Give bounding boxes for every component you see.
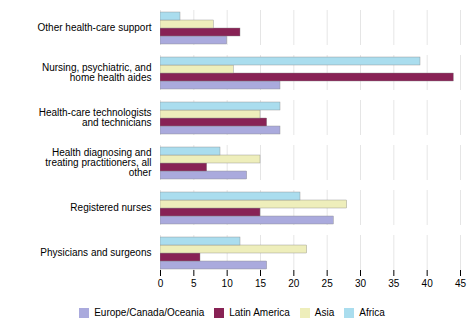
- svg-text:35: 35: [388, 278, 400, 289]
- svg-text:25: 25: [322, 278, 334, 289]
- svg-text:15: 15: [255, 278, 267, 289]
- svg-text:Other health-care support: Other health-care support: [38, 22, 152, 33]
- svg-text:10: 10: [222, 278, 234, 289]
- svg-text:Health-care technologistsand t: Health-care technologistsand technicians: [39, 107, 152, 128]
- svg-text:30: 30: [355, 278, 367, 289]
- html-text:Asia: Asia: [314, 307, 335, 318]
- svg-text:20: 20: [288, 278, 300, 289]
- svg-text:45: 45: [455, 278, 467, 289]
- html-text:Latin America: Latin America: [229, 307, 290, 318]
- html-text:Europe/Canada/Oceania: Europe/Canada/Oceania: [94, 307, 205, 318]
- svg-text:5: 5: [191, 278, 197, 289]
- svg-text:0: 0: [158, 278, 164, 289]
- html-text:Africa: Africa: [359, 307, 385, 318]
- svg-text:Nursing, psychiatric, andhome: Nursing, psychiatric, andhome health aid…: [42, 62, 152, 83]
- svg-text:Physicians and surgeons: Physicians and surgeons: [40, 247, 151, 258]
- svg-text:Registered nurses: Registered nurses: [70, 202, 151, 213]
- svg-text:40: 40: [422, 278, 434, 289]
- svg-text:Health diagnosing andtreating: Health diagnosing andtreating practition…: [45, 147, 152, 178]
